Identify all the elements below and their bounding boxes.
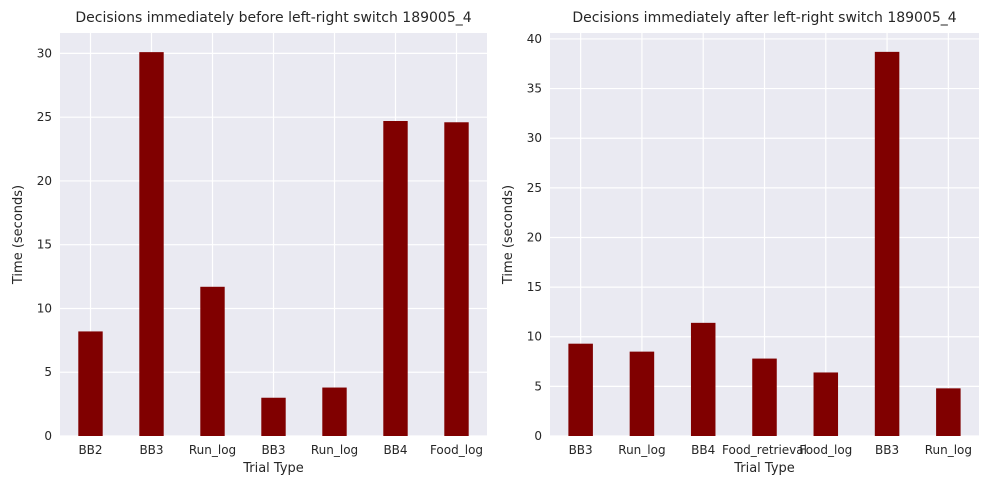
y-tick-label: 30 <box>37 46 52 60</box>
y-tick-label: 25 <box>527 181 542 195</box>
bar <box>752 358 777 436</box>
bar <box>690 322 716 436</box>
y-tick-label: 0 <box>534 429 542 443</box>
x-tick-label: Run_log <box>189 443 236 457</box>
y-tick-label: 35 <box>527 82 542 96</box>
y-tick-label: 20 <box>37 174 52 188</box>
x-tick-label: BB2 <box>78 443 102 457</box>
x-tick-label: BB3 <box>875 443 899 457</box>
x-tick-label: BB4 <box>383 443 407 457</box>
y-tick-label: 15 <box>37 238 52 252</box>
y-tick-label: 5 <box>44 365 52 379</box>
chart-title: Decisions immediately before left-right … <box>75 10 471 26</box>
bar <box>444 122 469 436</box>
bar <box>629 351 655 436</box>
y-tick-labels: 0 5 10 15 20 25 30 35 40 <box>527 32 542 443</box>
x-tick-label: BB3 <box>569 443 593 457</box>
gridlines <box>550 33 979 437</box>
y-tick-label: 0 <box>44 429 52 443</box>
x-axis-label: Trial Type <box>242 461 304 476</box>
y-tick-labels: 0 5 10 15 20 25 30 <box>37 46 52 443</box>
y-axis-label: Time (seconds) <box>501 185 516 285</box>
bar <box>322 387 347 436</box>
bar <box>568 343 593 436</box>
bar <box>261 397 286 436</box>
y-axis-label: Time (seconds) <box>11 185 26 285</box>
bar <box>383 120 408 437</box>
y-tick-label: 10 <box>527 330 542 344</box>
y-tick-label: 5 <box>534 379 542 393</box>
bar <box>139 52 164 436</box>
chart-before-switch: 0 5 10 15 20 25 30 BB2 BB3 Run_log BB3 Run_log BB4 F… <box>11 10 487 476</box>
y-tick-label: 10 <box>37 301 52 315</box>
x-tick-label: Run_log <box>618 443 665 457</box>
x-tick-label: Food_log <box>799 443 852 457</box>
bars <box>568 51 961 436</box>
bar <box>78 331 103 436</box>
bars <box>78 52 469 437</box>
x-tick-label: BB4 <box>691 443 715 457</box>
y-tick-label: 25 <box>37 110 52 124</box>
y-tick-label: 15 <box>527 280 542 294</box>
bar <box>936 388 961 436</box>
y-tick-label: 30 <box>527 131 542 145</box>
x-tick-label: Food_log <box>430 443 483 457</box>
bar <box>200 286 225 436</box>
x-tick-label: Run_log <box>925 443 972 457</box>
y-tick-label: 20 <box>527 230 542 244</box>
chart-after-switch: 0 5 10 15 20 25 30 35 40 BB3 Run_log BB4 Food_retri… <box>501 10 979 476</box>
bar <box>874 51 900 436</box>
x-tick-label: BB3 <box>139 443 163 457</box>
x-tick-label: Run_log <box>311 443 358 457</box>
bar <box>813 372 839 436</box>
x-tick-labels: BB2 BB3 Run_log BB3 Run_log BB4 Food_log <box>78 443 483 457</box>
y-tick-label: 40 <box>527 32 542 46</box>
x-axis-label: Trial Type <box>733 461 795 476</box>
chart-title: Decisions immediately after left-right s… <box>572 10 956 26</box>
x-tick-label: Food_retrieval <box>722 443 807 457</box>
x-tick-label: BB3 <box>261 443 285 457</box>
